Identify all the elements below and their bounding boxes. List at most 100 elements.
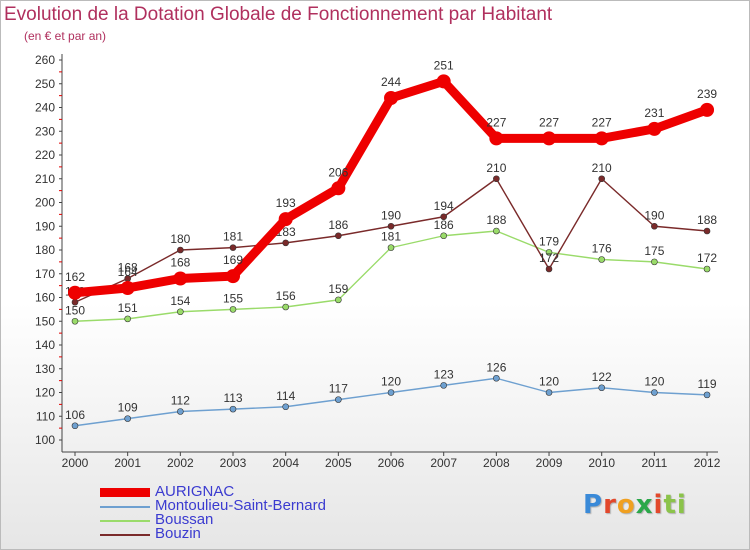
data-point bbox=[493, 175, 500, 183]
y-tick-label: 160 bbox=[35, 291, 55, 305]
data-point bbox=[703, 265, 711, 273]
data-point bbox=[545, 249, 553, 256]
data-label: 186 bbox=[434, 218, 454, 232]
data-point bbox=[229, 244, 237, 251]
data-label: 155 bbox=[223, 291, 243, 305]
data-point bbox=[124, 415, 131, 422]
y-tick-label: 120 bbox=[35, 386, 55, 400]
data-point bbox=[229, 306, 237, 313]
data-label: 190 bbox=[381, 208, 401, 222]
data-point bbox=[120, 281, 135, 295]
data-point bbox=[387, 389, 395, 396]
y-tick-label: 220 bbox=[35, 148, 55, 162]
data-label: 251 bbox=[434, 58, 454, 72]
data-point bbox=[387, 222, 395, 230]
legend-swatch bbox=[100, 520, 150, 522]
data-label: 117 bbox=[329, 382, 348, 396]
data-label: 227 bbox=[592, 115, 612, 129]
y-tick-label: 100 bbox=[35, 433, 55, 447]
data-point bbox=[71, 422, 79, 430]
data-point bbox=[124, 315, 131, 323]
y-tick-label: 130 bbox=[35, 362, 55, 376]
data-point bbox=[440, 382, 447, 389]
data-point bbox=[226, 269, 241, 284]
data-label: 194 bbox=[434, 199, 454, 213]
data-label: 175 bbox=[644, 244, 664, 258]
x-tick-label: 2001 bbox=[114, 456, 141, 470]
x-tick-label: 2009 bbox=[536, 456, 563, 470]
x-tick-label: 2005 bbox=[325, 456, 352, 470]
data-label: 210 bbox=[486, 161, 506, 175]
data-label: 176 bbox=[592, 242, 612, 256]
legend-label: AURIGNAC bbox=[155, 483, 235, 500]
data-label: 206 bbox=[328, 165, 348, 179]
data-point bbox=[282, 303, 289, 311]
data-point bbox=[387, 244, 395, 251]
data-label: 164 bbox=[118, 265, 138, 279]
data-point bbox=[651, 258, 658, 266]
data-point bbox=[489, 131, 504, 146]
data-point bbox=[545, 389, 553, 396]
x-tick-label: 2004 bbox=[272, 456, 299, 470]
data-label: 227 bbox=[539, 115, 559, 129]
data-label: 114 bbox=[276, 389, 295, 403]
y-tick-label: 190 bbox=[35, 219, 55, 233]
data-label: 231 bbox=[644, 106, 664, 120]
x-tick-label: 2008 bbox=[483, 456, 510, 470]
data-point bbox=[384, 91, 399, 105]
y-tick-label: 210 bbox=[35, 172, 55, 186]
data-label: 113 bbox=[223, 391, 242, 405]
data-label: 126 bbox=[486, 360, 506, 374]
data-point bbox=[594, 131, 609, 146]
data-point bbox=[545, 265, 553, 273]
data-label: 156 bbox=[276, 289, 296, 303]
data-label: 244 bbox=[381, 75, 401, 89]
legend-swatch bbox=[100, 534, 150, 536]
data-point bbox=[542, 131, 557, 146]
data-point bbox=[177, 246, 184, 254]
data-label: 186 bbox=[328, 218, 348, 232]
data-label: 109 bbox=[118, 401, 138, 415]
y-tick-label: 180 bbox=[35, 243, 55, 257]
data-point bbox=[177, 308, 184, 316]
data-label: 162 bbox=[65, 270, 85, 284]
legend-label: Montoulieu-Saint-Bernard bbox=[155, 497, 326, 514]
data-point bbox=[229, 405, 237, 413]
data-point bbox=[440, 232, 447, 240]
x-tick-label: 2012 bbox=[694, 456, 721, 470]
y-tick-label: 240 bbox=[35, 101, 55, 115]
legend-label: Bouzin bbox=[155, 525, 201, 542]
data-label: 120 bbox=[539, 375, 559, 389]
y-tick-label: 230 bbox=[35, 124, 55, 138]
data-label: 154 bbox=[170, 294, 190, 308]
chart-subtitle: (en € et par an) bbox=[24, 29, 107, 43]
data-point bbox=[598, 384, 606, 392]
data-point bbox=[335, 232, 342, 240]
data-label: 119 bbox=[697, 377, 716, 391]
data-point bbox=[335, 296, 342, 304]
data-point bbox=[282, 403, 289, 411]
data-label: 112 bbox=[171, 394, 190, 408]
data-label: 172 bbox=[539, 251, 559, 265]
data-point bbox=[331, 181, 346, 196]
x-tick-label: 2007 bbox=[430, 456, 457, 470]
data-point bbox=[651, 389, 658, 396]
data-point bbox=[436, 74, 451, 89]
x-tick-label: 2011 bbox=[641, 456, 667, 470]
y-tick-label: 110 bbox=[36, 409, 55, 423]
data-label: 227 bbox=[486, 115, 506, 129]
x-tick-label: 2000 bbox=[62, 456, 89, 470]
data-point bbox=[282, 239, 289, 247]
data-label: 120 bbox=[644, 375, 664, 389]
x-tick-label: 2002 bbox=[167, 456, 194, 470]
data-point bbox=[598, 256, 606, 263]
data-label: 122 bbox=[592, 370, 612, 384]
data-point bbox=[703, 227, 711, 235]
data-label: 159 bbox=[328, 282, 348, 296]
chart-title: Evolution de la Dotation Globale de Fonc… bbox=[4, 4, 553, 25]
data-label: 181 bbox=[223, 230, 243, 244]
data-point bbox=[177, 408, 184, 415]
data-point bbox=[440, 213, 447, 221]
proxiti-logo: Proxiti bbox=[583, 490, 687, 520]
